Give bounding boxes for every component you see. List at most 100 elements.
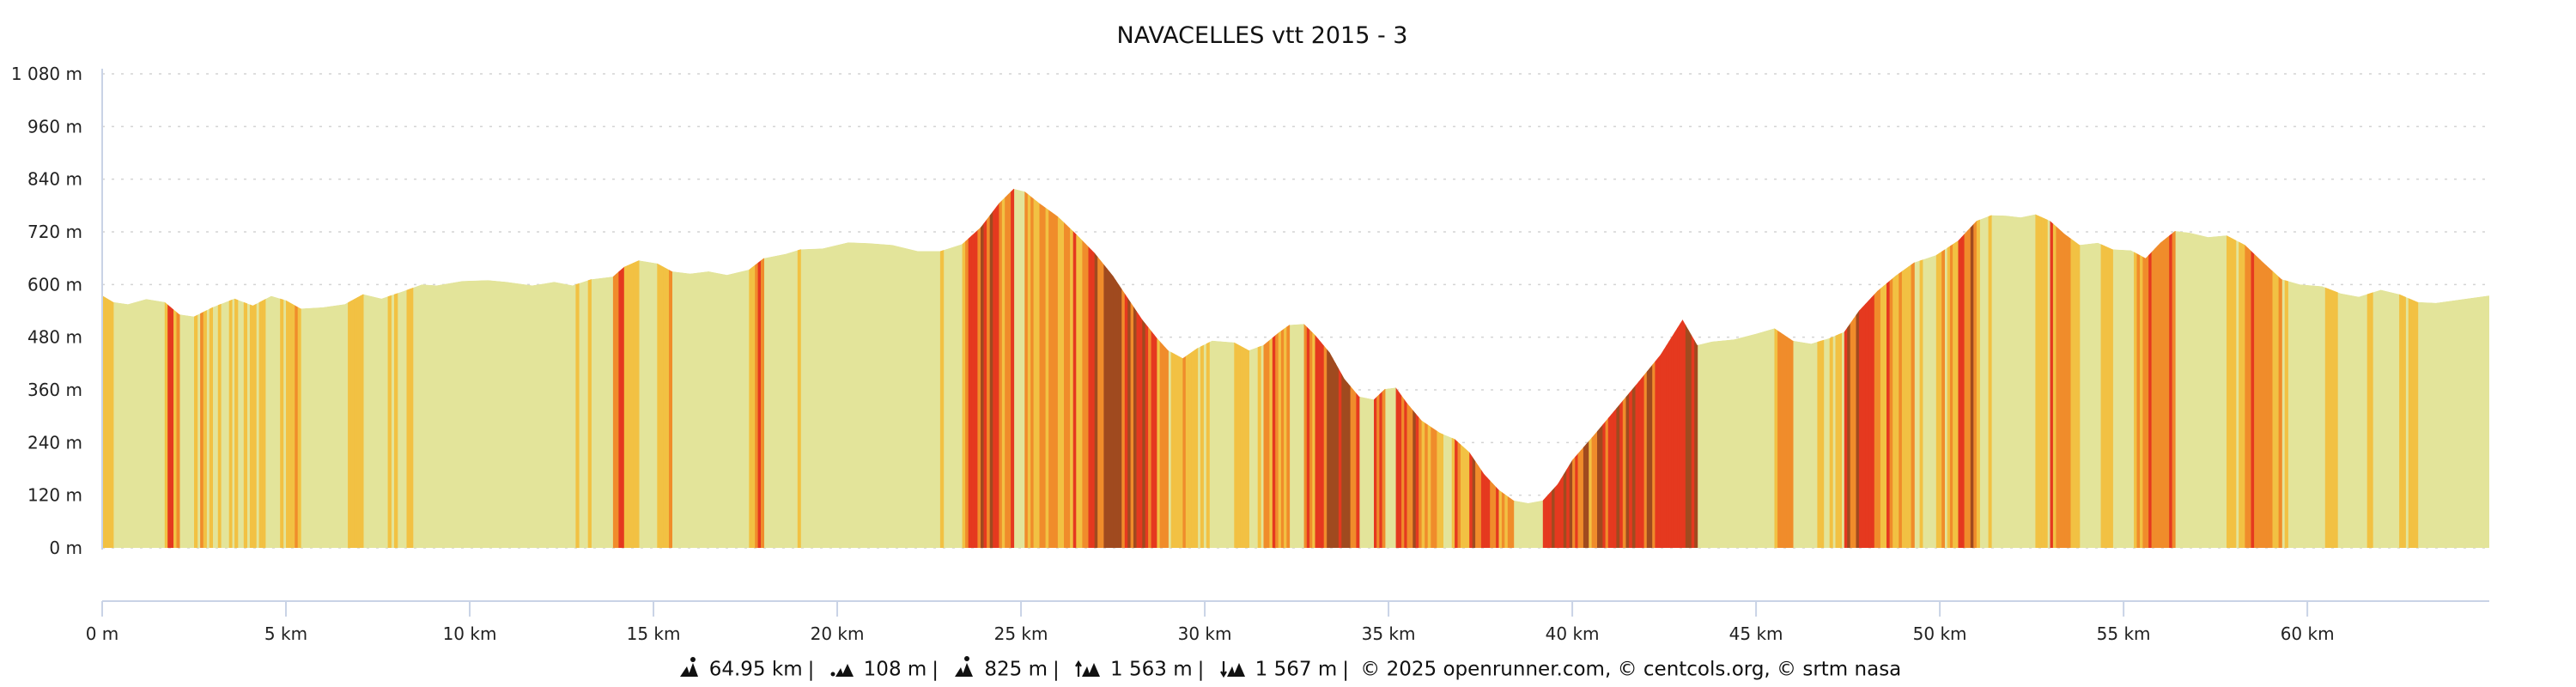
slope-band — [1030, 188, 1035, 548]
slope-band — [1835, 188, 1839, 548]
slope-band — [394, 188, 398, 548]
slope-band — [1060, 188, 1065, 548]
slope-band — [1257, 188, 1261, 548]
slope-band — [989, 188, 993, 548]
min-altitude-value: 108 m — [863, 658, 927, 681]
slope-band — [1042, 188, 1047, 548]
slope-band — [1275, 188, 1279, 548]
slope-band — [1688, 188, 1692, 548]
slope-band — [2169, 188, 2173, 548]
x-tick-label: 15 km — [627, 623, 681, 644]
slope-band — [1048, 188, 1053, 548]
slope-band — [1671, 188, 1675, 548]
slope-band — [1480, 188, 1485, 548]
slope-band — [1895, 188, 1899, 548]
slope-band — [1774, 188, 1778, 548]
y-tick-label: 360 m — [27, 380, 82, 400]
slope-band — [167, 188, 172, 548]
slope-band — [110, 188, 114, 548]
slope-band — [2070, 188, 2075, 548]
slope-band — [1242, 188, 1247, 548]
footer-stats: 64.95 km | 108 m | 825 m | 1 563 m | 1 567 m… — [0, 656, 2576, 684]
chart-title: NAVACELLES vtt 2015 - 3 — [1117, 22, 1408, 49]
slope-band — [286, 188, 289, 548]
slope-band — [2100, 188, 2105, 548]
slope-band — [105, 188, 108, 548]
slope-band — [209, 188, 213, 548]
slope-band — [1457, 188, 1461, 548]
slope-band — [1504, 188, 1509, 548]
descent-value: 1 567 m — [1255, 658, 1338, 681]
slope-band — [1024, 188, 1029, 548]
slope-band — [2104, 188, 2107, 548]
slope-band — [360, 188, 364, 548]
slope-band — [1306, 188, 1310, 548]
x-tick-label: 40 km — [1546, 623, 1600, 644]
slope-band — [761, 188, 764, 548]
slope-band — [1820, 188, 1825, 548]
slope-band — [1554, 188, 1558, 548]
slope-band — [1269, 188, 1273, 548]
slope-band — [280, 188, 284, 548]
slope-band — [1064, 188, 1068, 548]
slope-band — [2275, 188, 2280, 548]
x-tick-label: 10 km — [443, 623, 497, 644]
slope-band — [194, 188, 198, 548]
slope-band — [757, 188, 762, 548]
slope-band — [1691, 188, 1695, 548]
slope-band — [1961, 188, 1965, 548]
slope-band — [1838, 188, 1842, 548]
slope-band — [1783, 188, 1788, 548]
slope-band — [1317, 188, 1321, 548]
slope-band — [1496, 188, 1500, 548]
slope-band — [1159, 188, 1163, 548]
slope-band — [2172, 188, 2176, 548]
slope-band — [1874, 188, 1878, 548]
slope-band — [1677, 188, 1680, 548]
slope-band — [2366, 188, 2371, 548]
slope-band — [2052, 188, 2057, 548]
slope-band — [1045, 188, 1049, 548]
x-tick-label: 45 km — [1729, 623, 1783, 644]
slope-band — [1856, 188, 1860, 548]
slope-band — [1127, 188, 1132, 548]
slope-band — [2402, 188, 2406, 548]
slope-band — [356, 188, 361, 548]
slope-bands — [102, 188, 2489, 548]
slope-band — [669, 188, 672, 548]
slope-band — [1953, 188, 1956, 548]
slope-band — [1097, 188, 1102, 548]
slope-band — [1850, 188, 1854, 548]
slope-band — [1124, 188, 1128, 548]
x-tick-label: 55 km — [2097, 623, 2151, 644]
slope-band — [2136, 188, 2141, 548]
slope-band — [987, 188, 991, 548]
slope-band — [1005, 188, 1009, 548]
slope-band — [575, 188, 580, 548]
slope-band — [1883, 188, 1887, 548]
slope-band — [1666, 188, 1669, 548]
slope-band — [1182, 188, 1187, 548]
slope-band — [2157, 188, 2161, 548]
slope-band — [1685, 188, 1689, 548]
slope-band — [1674, 188, 1678, 548]
slope-band — [1911, 188, 1915, 548]
slope-band — [252, 188, 257, 548]
slope-band — [1660, 188, 1664, 548]
slope-band — [968, 188, 972, 548]
slope-band — [2233, 188, 2237, 548]
slope-band — [1118, 188, 1122, 548]
slope-band — [2251, 188, 2255, 548]
slope-band — [2062, 188, 2066, 548]
slope-band — [348, 188, 352, 548]
slope-band — [1109, 188, 1114, 548]
slope-band — [2254, 188, 2258, 548]
slope-band — [1622, 188, 1627, 548]
slope-band — [354, 188, 358, 548]
slope-band — [1649, 188, 1653, 548]
slope-band — [234, 188, 239, 548]
slope-band — [2160, 188, 2164, 548]
slope-band — [1154, 188, 1157, 548]
slope-band — [2064, 188, 2069, 548]
slope-band — [410, 188, 414, 548]
